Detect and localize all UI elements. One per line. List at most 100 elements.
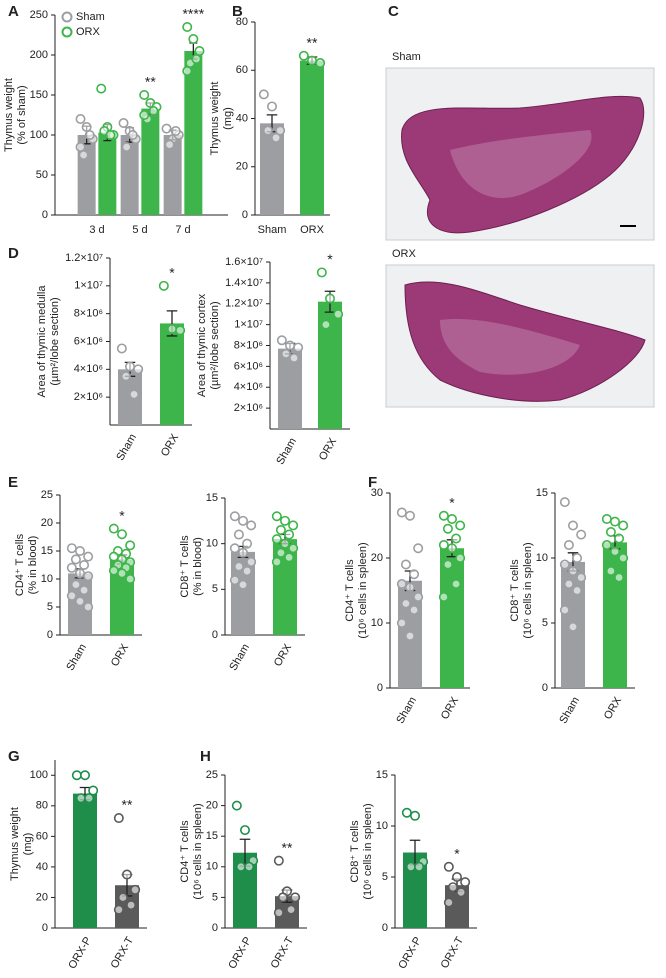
significance: * xyxy=(449,494,455,510)
y-tick-label: 5 xyxy=(212,891,218,903)
data-point xyxy=(133,364,144,375)
y-axis-label: (% in blood) xyxy=(27,536,39,595)
data-point xyxy=(242,538,253,549)
significance: ** xyxy=(282,839,293,855)
y-tick-label: 10 xyxy=(206,538,218,550)
y-tick-label: 0 xyxy=(212,922,218,934)
y-tick-label: 15 xyxy=(206,492,218,504)
legend-label: ORX xyxy=(76,26,101,38)
data-point xyxy=(229,543,240,554)
y-tick-label: 0 xyxy=(212,629,218,641)
data-point xyxy=(125,361,136,372)
data-point xyxy=(130,884,141,895)
data-point xyxy=(451,533,462,544)
data-point xyxy=(614,533,625,544)
y-tick-label: 20 xyxy=(206,800,218,812)
data-point xyxy=(122,869,133,880)
y-tick-label: 25 xyxy=(41,489,53,501)
data-point xyxy=(284,340,295,351)
y-axis-label: (µm²/lobe section) xyxy=(209,301,221,389)
data-point xyxy=(438,539,449,550)
bar xyxy=(98,132,117,215)
panel-letter: A xyxy=(8,3,19,20)
data-point xyxy=(117,529,128,540)
data-point xyxy=(271,556,282,567)
panel-letter: D xyxy=(8,245,19,262)
x-tick-label: ORX xyxy=(300,224,325,236)
data-point xyxy=(79,559,90,570)
y-axis-label: (10⁶ cells in spleen) xyxy=(362,803,374,899)
y-tick-label: 15 xyxy=(536,487,548,499)
data-point xyxy=(182,66,193,77)
x-tick-label: Sham xyxy=(394,695,419,726)
data-point xyxy=(284,552,295,563)
y-axis-label: Area of thymic cortex xyxy=(196,293,208,397)
data-point xyxy=(456,887,467,898)
panel-letter: F xyxy=(368,474,377,491)
data-point xyxy=(451,871,462,882)
y-tick-label: 80 xyxy=(36,800,48,812)
data-point xyxy=(576,572,587,583)
image-label: ORX xyxy=(392,248,417,260)
data-point xyxy=(277,892,288,903)
y-tick-label: 0 xyxy=(42,922,48,934)
data-point xyxy=(279,538,290,549)
significance: **** xyxy=(182,6,204,22)
y-tick-label: 30 xyxy=(371,487,383,499)
y-tick-label: 5 xyxy=(47,601,53,613)
y-axis-label: Thymus weight xyxy=(9,807,21,881)
data-point xyxy=(290,892,301,903)
y-axis-label: (mg) xyxy=(222,107,234,130)
data-point xyxy=(238,515,249,526)
y-tick-label: 60 xyxy=(36,830,48,842)
data-point xyxy=(563,578,574,589)
panel-letter: G xyxy=(8,748,20,765)
data-point xyxy=(275,524,286,535)
y-tick-label: 60 xyxy=(236,64,248,76)
legend-marker xyxy=(61,26,73,38)
data-point xyxy=(286,904,297,915)
x-tick-label: ORX-P xyxy=(226,935,254,971)
data-point xyxy=(279,515,290,526)
data-point xyxy=(289,353,300,364)
data-point xyxy=(116,343,127,354)
data-point xyxy=(164,139,175,150)
x-tick-label: Sham xyxy=(274,436,299,467)
y-tick-label: 20 xyxy=(41,517,53,529)
data-point xyxy=(70,579,81,590)
data-point xyxy=(83,571,94,582)
data-point xyxy=(618,552,629,563)
data-point xyxy=(83,601,94,612)
panel-letter: H xyxy=(200,748,211,765)
data-point xyxy=(246,520,257,531)
bar xyxy=(160,323,184,425)
data-point xyxy=(601,513,612,524)
data-point xyxy=(275,547,286,558)
data-point xyxy=(113,904,124,915)
data-point xyxy=(442,559,453,570)
panel-letter: B xyxy=(232,3,243,20)
y-tick-label: 8×10⁶ xyxy=(234,339,263,351)
significance: * xyxy=(169,265,175,281)
y-tick-label: 0 xyxy=(42,209,48,221)
data-point xyxy=(117,892,128,903)
data-point xyxy=(262,125,273,136)
data-point xyxy=(120,371,131,382)
y-axis-label: (10⁶ cells in spleen) xyxy=(192,803,204,899)
data-point xyxy=(158,280,169,291)
bar xyxy=(184,51,203,215)
data-point xyxy=(316,267,327,278)
data-point xyxy=(105,130,116,141)
data-point xyxy=(108,565,119,576)
data-point xyxy=(276,335,287,346)
y-tick-label: 80 xyxy=(236,16,248,28)
data-point xyxy=(125,540,136,551)
data-point xyxy=(404,510,415,521)
significance: * xyxy=(327,251,333,267)
data-point xyxy=(148,106,159,117)
y-tick-label: 40 xyxy=(236,112,248,124)
x-tick-label: ORX xyxy=(109,641,132,668)
data-point xyxy=(333,309,344,320)
data-point xyxy=(233,529,244,540)
data-point xyxy=(288,543,299,554)
